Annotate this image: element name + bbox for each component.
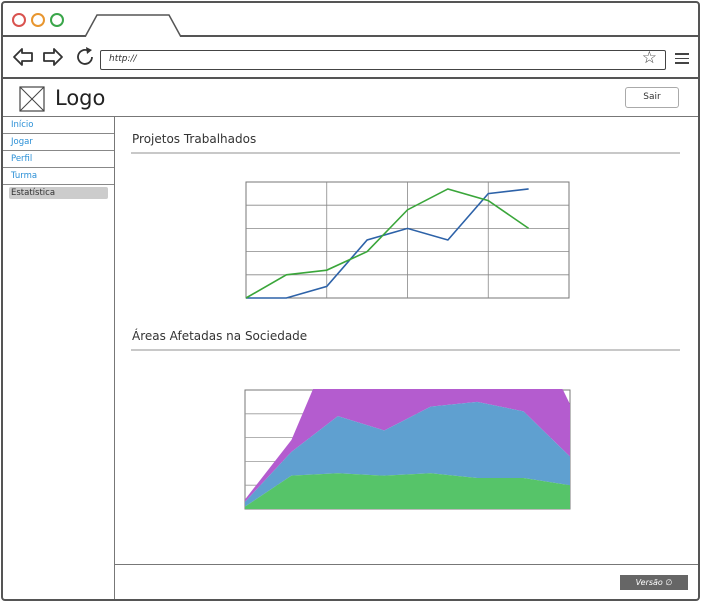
minimize-window-icon[interactable] [31,13,45,27]
area-series-bottom [245,473,570,509]
areas-section-title: Áreas Afetadas na Sociedade [132,329,308,343]
area-series-top [245,389,570,502]
series-line-2 [245,188,530,299]
logo-image-placeholder [19,86,45,112]
projects-line-chart [245,181,570,299]
logout-button[interactable]: Sair [625,87,679,108]
sidebar-item-jogar[interactable]: Jogar [3,134,114,151]
url-text: http:// [109,54,137,64]
logo-text: Logo [55,86,106,110]
app-header: Logo Sair [3,79,698,117]
series-line-1 [246,188,529,299]
maximize-window-icon[interactable] [50,13,64,27]
browser-tab[interactable] [85,13,181,37]
version-badge: Versão ∅ [620,575,688,590]
footer: Versão ∅ [115,564,698,599]
sidebar-item-label: Estatística [9,187,108,199]
navigation-bar: http:// ☆ [3,37,698,79]
bookmark-star-icon[interactable]: ☆ [641,48,657,68]
sidebar-item-estatistica[interactable]: Estatística [9,187,108,204]
areas-area-chart [244,389,571,510]
area-series-middle [245,401,570,507]
back-arrow-icon[interactable] [12,46,34,68]
sidebar-item-turma[interactable]: Turma [3,168,114,185]
address-bar[interactable]: http:// ☆ [100,50,666,70]
reload-icon[interactable] [74,46,96,68]
sidebar: Início Jogar Perfil Turma Estatística [3,117,115,599]
close-window-icon[interactable] [12,13,26,27]
browser-menu-icon[interactable] [675,51,689,65]
projects-section-title: Projetos Trabalhados [132,132,257,146]
section-divider [131,152,680,154]
title-bar [3,3,698,37]
forward-arrow-icon[interactable] [42,46,64,68]
section-divider [131,349,680,351]
sidebar-item-inicio[interactable]: Início [3,117,114,134]
sidebar-item-perfil[interactable]: Perfil [3,151,114,168]
